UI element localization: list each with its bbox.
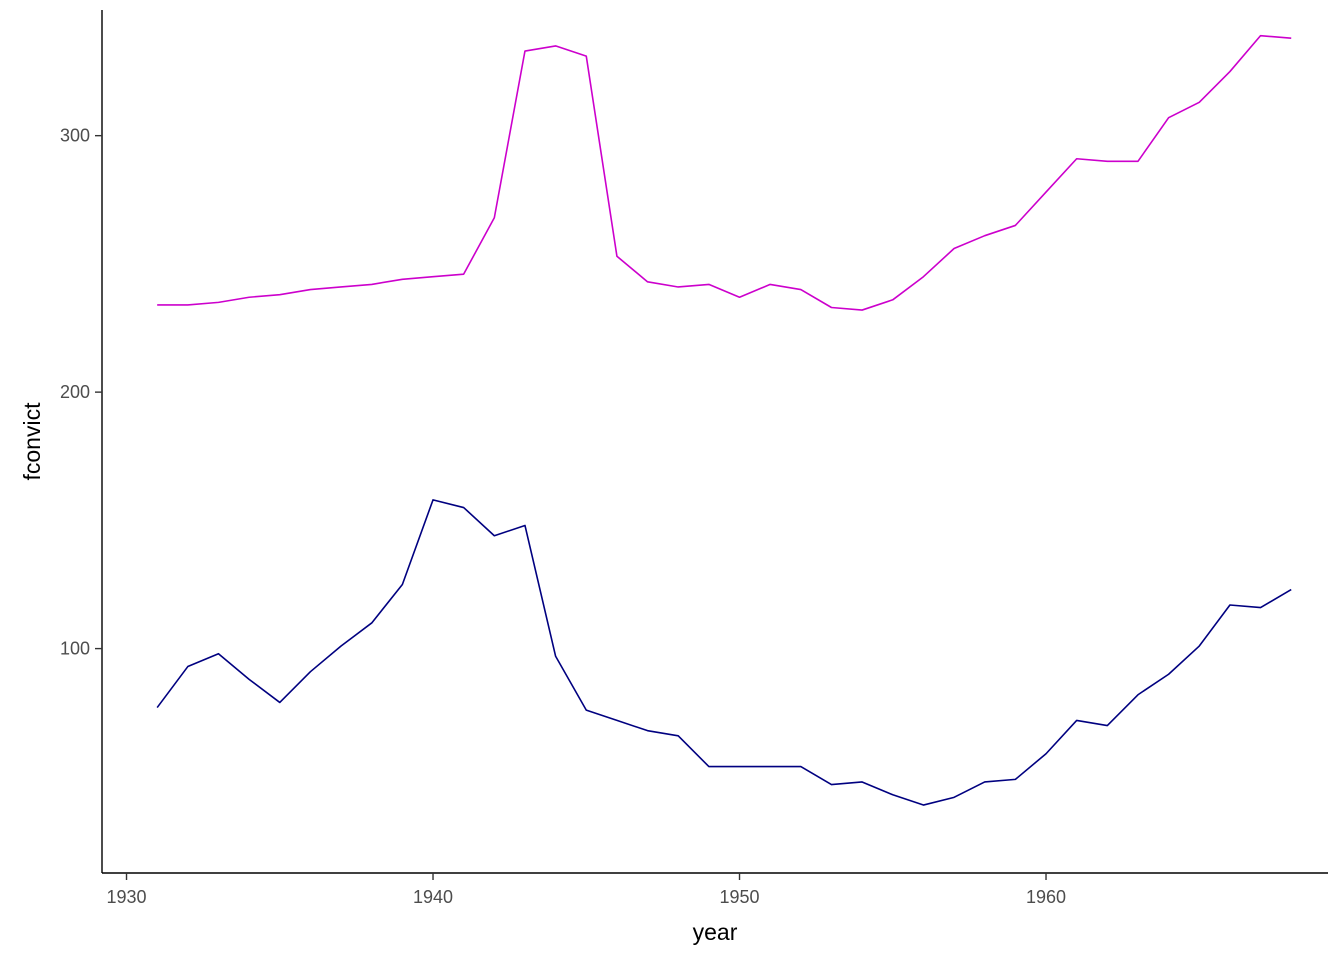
y-tick-label: 200 (60, 382, 90, 402)
x-axis-ticks: 1930 1940 1950 1960 (106, 873, 1066, 907)
y-axis-ticks: 100 200 300 (60, 126, 102, 659)
y-tick-label: 300 (60, 126, 90, 146)
x-tick-label: 1930 (106, 887, 146, 907)
x-tick-label: 1950 (719, 887, 759, 907)
series-line-1 (157, 34, 1292, 311)
series-line-2 (156, 499, 1292, 806)
series-lines (156, 34, 1292, 806)
x-tick-label: 1940 (413, 887, 453, 907)
x-tick-label: 1960 (1026, 887, 1066, 907)
y-axis-title: fconvict (19, 402, 45, 481)
y-tick-label: 100 (60, 639, 90, 659)
x-axis-title: year (693, 919, 738, 945)
